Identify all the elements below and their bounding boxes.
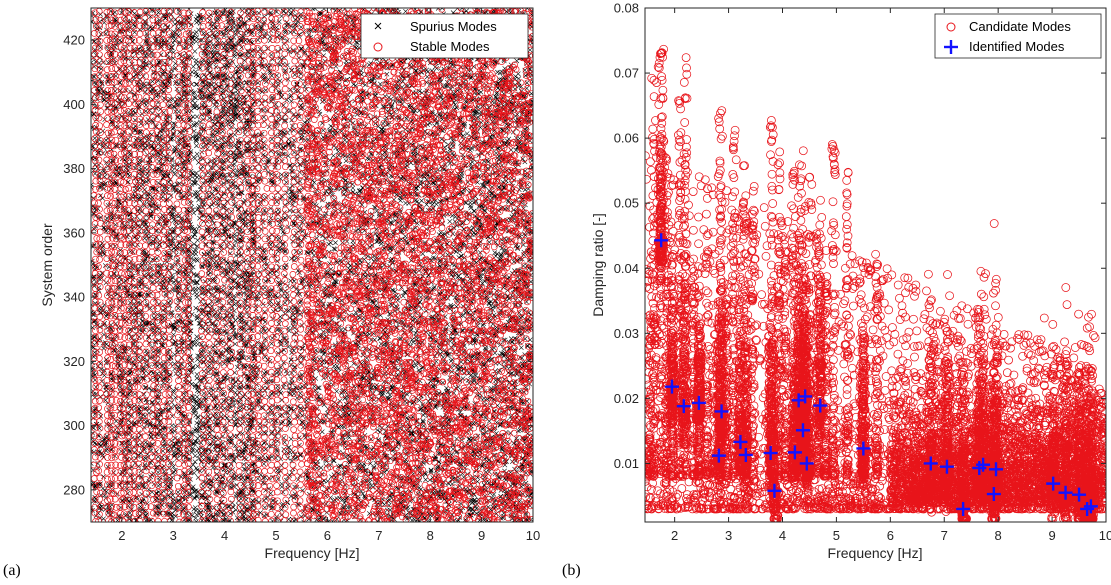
x-tick-label-a: 7 [375,528,382,543]
x-tick-label-b: 2 [671,528,678,543]
x-tick-label-b: 8 [995,528,1002,543]
x-tick-label-a: 10 [526,528,540,543]
legend-label-spurious: Spurius Modes [410,19,497,34]
x-tick-label-a: 2 [118,528,125,543]
x-tick-label-a: 9 [478,528,485,543]
x-tick-label-b: 10 [1099,528,1111,543]
y-tick-label-a: 300 [63,418,85,433]
y-tick-label-b: 0.06 [614,131,639,146]
legend-b: Candidate Modes Identified Modes [935,14,1101,58]
y-tick-label-a: 400 [63,97,85,112]
legend-label-candidate: Candidate Modes [969,19,1071,34]
x-axis-label-a: Frequency [Hz] [265,545,360,561]
y-tick-label-b: 0.07 [614,66,639,81]
chart-a: 2 3 4 5 6 7 8 9 10 280 300 320 340 360 380 400 420 Freq… [39,5,540,561]
y-tick-label-b: 0.04 [614,261,639,276]
x-tick-label-b: 6 [887,528,894,543]
y-tick-label-a: 420 [63,33,85,48]
y-tick-label-b: 0.05 [614,196,639,211]
x-tick-label-b: 7 [941,528,948,543]
y-tick-label-a: 280 [63,482,85,497]
y-tick-label-a: 320 [63,354,85,369]
y-tick-label-a: 360 [63,225,85,240]
x-tick-label-b: 3 [725,528,732,543]
x-tick-label-a: 3 [170,528,177,543]
y-tick-label-b: 0.01 [614,456,639,471]
y-tick-label-b: 0.03 [614,326,639,341]
y-axis-label-b: Damping ratio [-] [590,213,606,316]
legend-a: Spurius Modes Stable Modes [361,14,528,58]
panel-label-a: (a) [3,562,21,579]
y-tick-label-a: 380 [63,161,85,176]
y-tick-label-b: 0.02 [614,391,639,406]
x-tick-label-a: 4 [221,528,228,543]
legend-label-stable: Stable Modes [410,39,490,54]
x-tick-label-b: 4 [779,528,786,543]
x-tick-label-b: 5 [833,528,840,543]
legend-label-identified: Identified Modes [969,39,1065,54]
x-tick-label-a: 8 [427,528,434,543]
chart-b: 2 3 4 5 6 7 8 9 10 0.01 0.02 0.03 0.04 0.05 0.06 0.07 0… [590,1,1111,562]
x-tick-label-a: 6 [324,528,331,543]
x-tick-label-a: 5 [272,528,279,543]
y-tick-label-b: 0.08 [614,1,639,16]
x-axis-label-b: Frequency [Hz] [828,545,923,561]
panel-label-b: (b) [562,562,581,579]
y-tick-label-a: 340 [63,290,85,305]
y-axis-label-a: System order [39,223,55,307]
x-tick-label-b: 9 [1048,528,1055,543]
